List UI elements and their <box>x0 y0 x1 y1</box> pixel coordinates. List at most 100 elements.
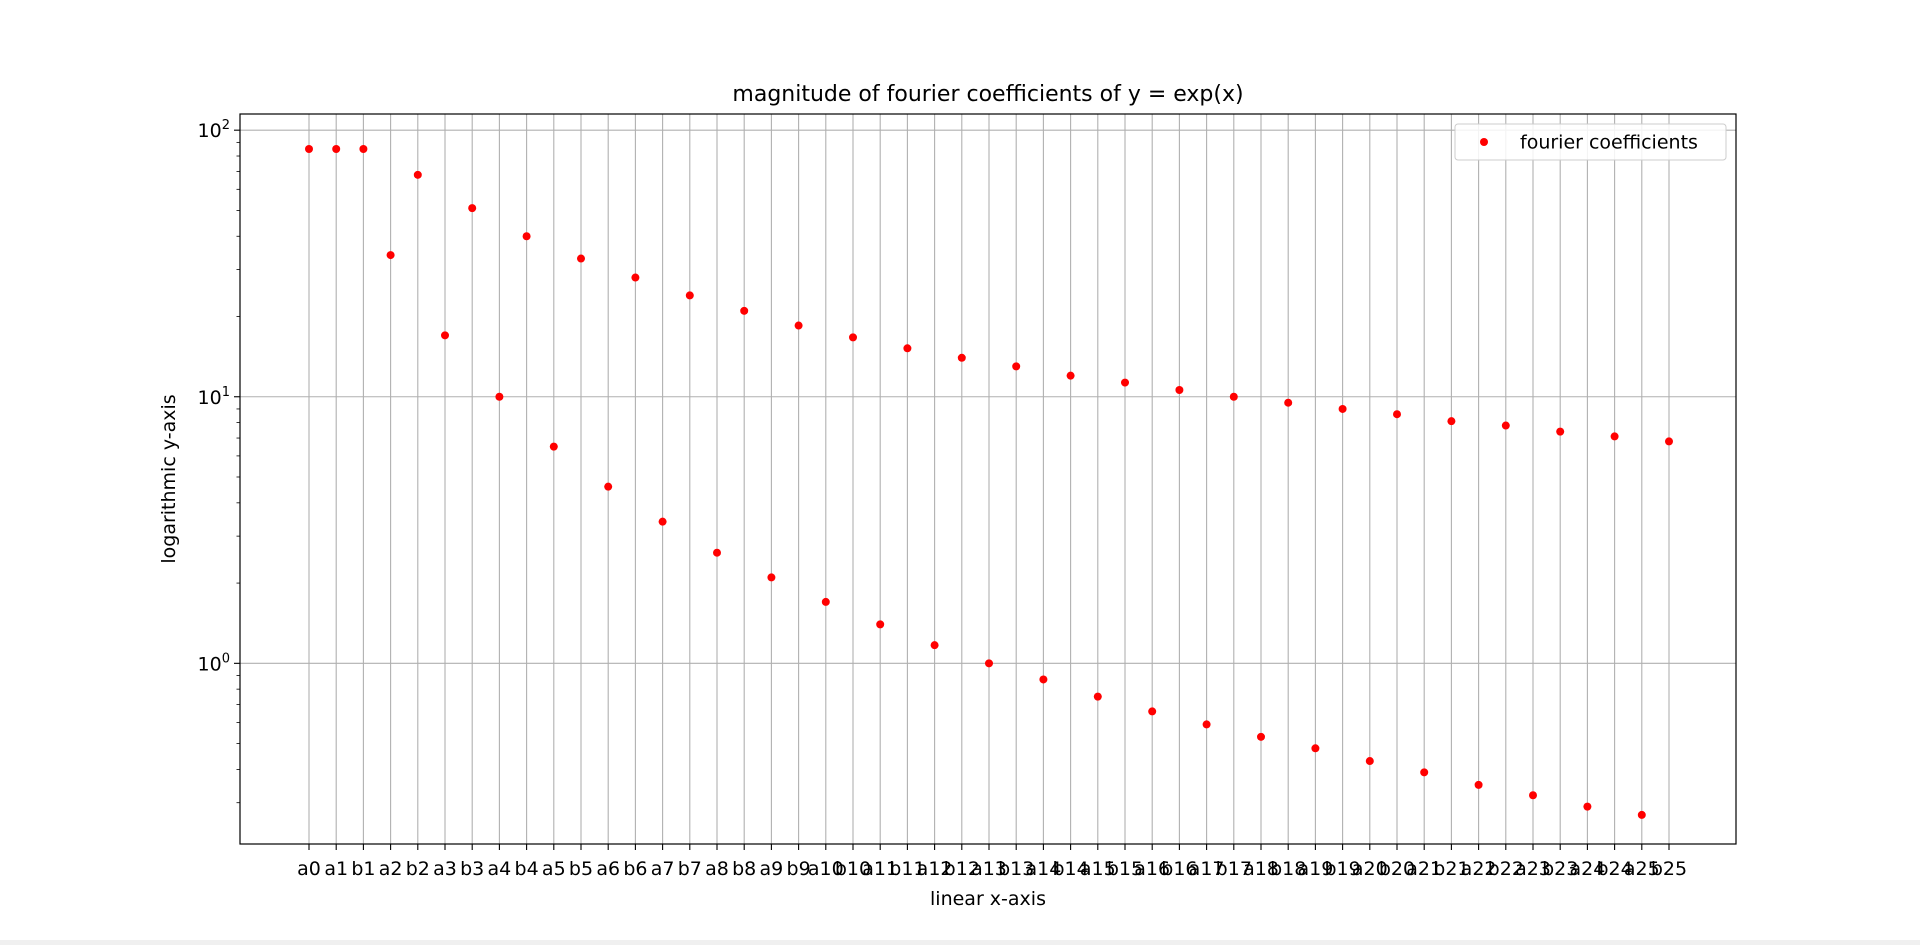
x-tick-label: a3 <box>433 858 457 880</box>
x-grid-lines <box>308 114 1670 844</box>
data-point-b12 <box>957 353 966 362</box>
x-tick-label: b10 <box>835 858 871 880</box>
x-tick-label: a25 <box>1624 858 1660 880</box>
data-point-b15 <box>1121 378 1129 387</box>
data-points <box>305 144 1673 819</box>
x-tick-label: b5 <box>569 858 593 880</box>
data-point-b18 <box>1284 398 1293 407</box>
y-axis-ticks: 100 101 102 <box>198 118 240 804</box>
data-point-b5 <box>577 254 585 263</box>
x-tick-label: b2 <box>406 858 430 880</box>
x-tick-label: b4 <box>515 858 539 880</box>
data-point-b11 <box>903 344 912 353</box>
data-point-a8 <box>713 548 721 557</box>
x-tick-label: a5 <box>542 858 566 880</box>
x-tick-label: b15 <box>1107 858 1143 880</box>
data-point-b21 <box>1447 417 1456 426</box>
bottom-strip <box>0 940 1920 945</box>
legend-label: fourier coefficients <box>1520 132 1698 154</box>
data-point-a15 <box>1093 692 1102 701</box>
data-point-b2 <box>413 170 422 179</box>
data-point-a3 <box>441 331 449 340</box>
x-tick-label: a19 <box>1297 858 1333 880</box>
data-point-b6 <box>631 273 640 282</box>
x-tick-label: a17 <box>1189 858 1225 880</box>
data-point-a2 <box>386 251 395 260</box>
x-tick-label: a15 <box>1080 858 1116 880</box>
x-tick-label: b23 <box>1542 858 1578 880</box>
data-point-b4 <box>522 232 531 241</box>
x-tick-label: a7 <box>651 858 675 880</box>
data-point-b8 <box>740 306 749 315</box>
data-point-a18 <box>1257 732 1265 741</box>
x-tick-label: a23 <box>1515 858 1551 880</box>
x-tick-label: a8 <box>705 858 729 880</box>
data-point-b10 <box>849 333 857 342</box>
data-point-b14 <box>1066 371 1075 380</box>
x-tick-label: b21 <box>1433 858 1469 880</box>
data-point-a11 <box>876 620 885 629</box>
plot-area-frame <box>239 113 1737 845</box>
x-tick-label: b16 <box>1161 858 1197 880</box>
data-point-b23 <box>1556 427 1565 436</box>
x-tick-label: b3 <box>460 858 484 880</box>
data-point-a17 <box>1202 720 1211 729</box>
x-tick-label: b1 <box>351 858 375 880</box>
data-point-a21 <box>1420 768 1429 777</box>
data-point-a4 <box>495 392 504 401</box>
chart-title: magnitude of fourier coefficients of y =… <box>732 82 1243 107</box>
x-tick-label: a21 <box>1406 858 1442 880</box>
x-axis-ticks: a0 a1 b1 a2 b2 a3 b3 a4 b4 a5 b5 a6 b6 a7 b7 a8 b8 a9 b9a1… <box>297 844 1687 880</box>
x-tick-label: b13 <box>998 858 1034 880</box>
x-tick-label: b11 <box>889 858 925 880</box>
x-tick-label: a22 <box>1461 858 1497 880</box>
legend-box <box>1454 123 1727 161</box>
data-point-a20 <box>1365 757 1374 766</box>
x-tick-label: b14 <box>1052 858 1088 880</box>
data-point-a24 <box>1583 802 1592 811</box>
data-point-b22 <box>1501 421 1510 430</box>
x-tick-label: a2 <box>379 858 403 880</box>
x-tick-label: a10 <box>808 858 844 880</box>
data-point-a13 <box>985 659 993 668</box>
data-point-a6 <box>604 482 613 491</box>
data-point-a14 <box>1039 675 1048 684</box>
data-point-a9 <box>767 573 776 582</box>
data-point-a10 <box>821 597 830 606</box>
data-point-b7 <box>685 291 694 300</box>
legend-marker <box>1480 138 1488 146</box>
x-tick-label: b18 <box>1270 858 1306 880</box>
x-tick-label: b7 <box>678 858 702 880</box>
x-tick-label: b17 <box>1216 858 1252 880</box>
x-tick-label: a16 <box>1134 858 1170 880</box>
data-point-b1 <box>359 144 368 153</box>
x-tick-label: a0 <box>297 858 321 880</box>
x-tick-label: a12 <box>917 858 953 880</box>
x-tick-label: a4 <box>488 858 512 880</box>
data-point-a25 <box>1637 810 1646 819</box>
x-tick-label: a6 <box>596 858 620 880</box>
x-tick-label: a14 <box>1025 858 1061 880</box>
x-tick-label: a24 <box>1569 858 1605 880</box>
x-tick-label: a9 <box>760 858 784 880</box>
y-axis-label: logarithmic y-axis <box>158 394 180 563</box>
x-tick-label: a1 <box>324 858 348 880</box>
data-point-a5 <box>549 442 558 451</box>
x-tick-label: b25 <box>1651 858 1687 880</box>
x-tick-label: a11 <box>862 858 898 880</box>
data-point-a23 <box>1529 791 1537 800</box>
x-tick-label: b20 <box>1379 858 1415 880</box>
x-tick-label: b8 <box>732 858 756 880</box>
data-point-a7 <box>658 517 667 526</box>
data-point-b25 <box>1665 437 1673 446</box>
legend: fourier coefficients <box>1454 123 1727 161</box>
x-tick-label: a20 <box>1352 858 1388 880</box>
x-tick-label: b9 <box>787 858 811 880</box>
data-point-b3 <box>468 204 477 213</box>
x-tick-label: b19 <box>1324 858 1360 880</box>
x-tick-label: b24 <box>1596 858 1632 880</box>
data-point-a12 <box>930 641 939 650</box>
data-point-a19 <box>1311 744 1320 753</box>
